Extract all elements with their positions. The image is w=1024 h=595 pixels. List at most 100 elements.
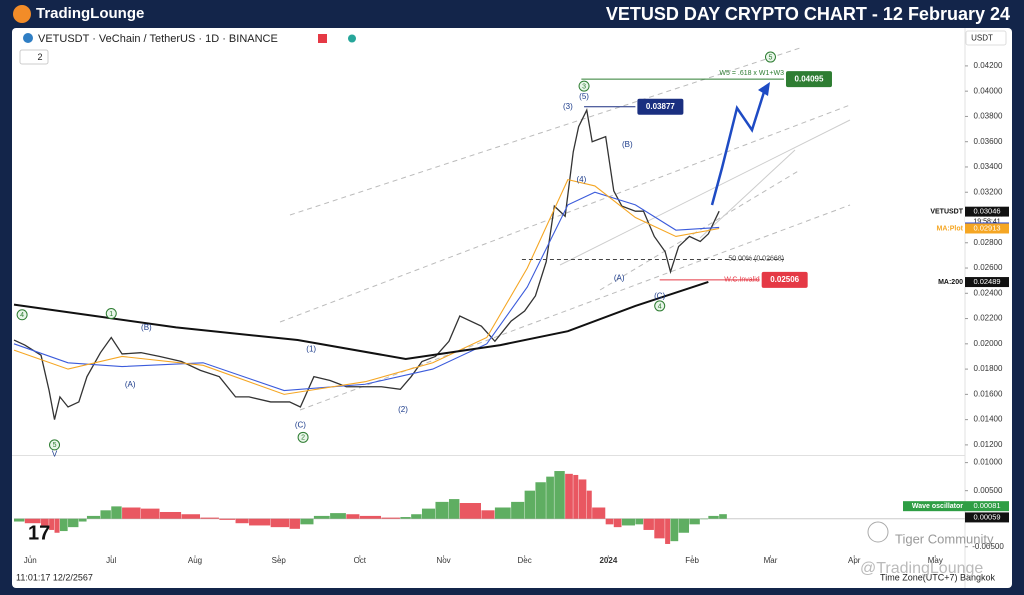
wave-label: 5 bbox=[769, 54, 773, 61]
osc-bar bbox=[586, 490, 592, 519]
osc-bar bbox=[665, 518, 671, 544]
osc-bar bbox=[100, 510, 111, 519]
osc-bar bbox=[635, 518, 644, 525]
wave-circle bbox=[578, 80, 590, 92]
x-tick-label: Apr bbox=[848, 556, 861, 565]
x-tick-label: Mar bbox=[764, 556, 778, 565]
moving-average bbox=[13, 191, 720, 392]
level-box bbox=[761, 271, 808, 288]
x-tick-label: May bbox=[928, 556, 943, 565]
osc-bar bbox=[592, 507, 606, 519]
wave-circle bbox=[105, 308, 117, 320]
osc-bar bbox=[613, 518, 622, 528]
price-box bbox=[965, 277, 1009, 288]
wave-label: (C) bbox=[654, 291, 665, 300]
osc-bar bbox=[605, 518, 614, 525]
wave-label: (B) bbox=[141, 323, 152, 332]
osc-bar bbox=[719, 514, 727, 519]
y-tick-label: 0.02000 bbox=[974, 339, 1003, 348]
handle: @TradingLounge bbox=[860, 560, 983, 577]
clock: 11:01:17 12/2/2567 bbox=[16, 572, 93, 582]
osc-bar bbox=[546, 476, 554, 519]
flag[interactable] bbox=[318, 34, 327, 43]
price-box bbox=[965, 223, 1009, 234]
wave-label: (B) bbox=[622, 140, 633, 149]
price-name: Wave oscillator bbox=[912, 503, 963, 510]
osc-bar bbox=[535, 482, 546, 519]
osc-bar bbox=[621, 518, 635, 526]
wave-label: V bbox=[52, 449, 58, 458]
osc-bar bbox=[524, 490, 536, 519]
x-tick-label: Jul bbox=[106, 556, 116, 565]
osc-bar bbox=[49, 518, 55, 530]
osc-bar bbox=[270, 518, 290, 528]
wave-label: (A) bbox=[614, 274, 625, 283]
x-tick-label: Sep bbox=[272, 556, 287, 565]
wave-circle bbox=[297, 431, 309, 443]
price-box bbox=[965, 512, 1009, 523]
x-tick-label: Feb bbox=[685, 556, 699, 565]
price-value: 0.00059 bbox=[973, 512, 1000, 521]
name-box bbox=[903, 206, 965, 217]
y-tick-label: 0.03600 bbox=[974, 137, 1003, 146]
level-box bbox=[785, 71, 832, 88]
osc-bar bbox=[289, 518, 300, 529]
wave-label: 3 bbox=[582, 83, 586, 90]
y-tick-label: 0.01200 bbox=[974, 440, 1003, 449]
x-tick-label: Dec bbox=[518, 556, 532, 565]
price-value: 0.02913 bbox=[973, 223, 1000, 232]
currency-button[interactable] bbox=[965, 30, 1007, 46]
level-text: W.C.Invalid bbox=[724, 277, 760, 284]
y-tick-label: 0.03400 bbox=[974, 162, 1003, 171]
price-line bbox=[13, 108, 720, 420]
y-tick-label: 0.01000 bbox=[974, 458, 1003, 467]
osc-bar bbox=[511, 501, 525, 519]
osc-bar bbox=[700, 518, 708, 520]
osc-bar bbox=[689, 518, 700, 525]
indicator-count: 2 bbox=[37, 52, 42, 62]
osc-bar bbox=[140, 508, 160, 519]
osc-bar bbox=[78, 518, 87, 522]
x-tick-label: Aug bbox=[188, 556, 202, 565]
osc-bar bbox=[381, 517, 400, 519]
osc-bar bbox=[111, 506, 122, 519]
channel-lines bbox=[279, 47, 851, 411]
osc-bar bbox=[235, 518, 249, 524]
osc-bar bbox=[400, 517, 411, 519]
level-value: 0.03877 bbox=[646, 102, 675, 111]
osc-bar bbox=[86, 515, 101, 519]
osc-bar bbox=[249, 518, 271, 526]
osc-bar bbox=[59, 518, 68, 532]
y-tick-label: 0.02400 bbox=[974, 288, 1003, 297]
watermark: Tiger Community bbox=[895, 531, 994, 546]
price-name: MA:Plot bbox=[937, 225, 964, 232]
osc-bar bbox=[573, 474, 579, 519]
x-tick-label: 2024 bbox=[599, 556, 617, 565]
currency: USDT bbox=[971, 34, 993, 43]
osc-bar bbox=[14, 518, 25, 522]
wave-circle bbox=[654, 300, 666, 312]
wave-circle bbox=[16, 309, 28, 321]
osc-bar bbox=[654, 518, 665, 539]
wave-label: 4 bbox=[20, 312, 24, 319]
y-tick-label: -0.00500 bbox=[972, 542, 1004, 551]
osc-bar bbox=[24, 518, 41, 524]
osc-bar bbox=[181, 514, 201, 519]
osc-bar bbox=[330, 513, 346, 519]
logo: TradingLounge bbox=[36, 5, 144, 22]
osc-bar bbox=[578, 479, 587, 519]
indicator-toggle[interactable] bbox=[19, 49, 49, 65]
wave-label: (A) bbox=[125, 380, 136, 389]
osc-bar bbox=[421, 508, 436, 519]
wave-label: (5) bbox=[579, 92, 589, 101]
wave-label: (2) bbox=[398, 405, 408, 414]
osc-bar bbox=[68, 518, 79, 528]
osc-bar bbox=[670, 518, 679, 542]
osc-bar bbox=[313, 515, 330, 519]
projection-arrow bbox=[710, 91, 766, 206]
osc-bar bbox=[554, 471, 565, 519]
wave-label: 4 bbox=[658, 303, 662, 310]
y-tick-label: 0.02600 bbox=[974, 263, 1003, 272]
osc-bar bbox=[41, 518, 49, 526]
price-value: 0.03046 bbox=[973, 207, 1000, 216]
